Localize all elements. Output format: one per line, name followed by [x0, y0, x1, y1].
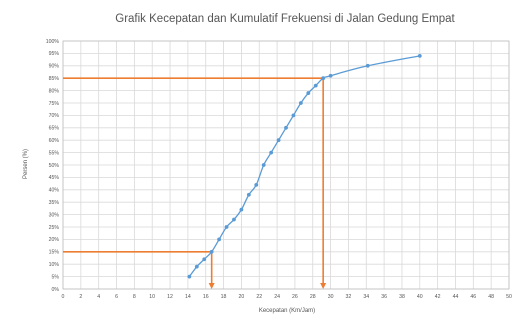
y-tick-label: 60%: [49, 138, 60, 144]
y-tick-label: 55%: [49, 150, 60, 156]
reference-arrow-icon: [208, 283, 215, 289]
series-line: [188, 55, 420, 277]
y-tick-label: 100%: [46, 39, 60, 45]
data-point: [313, 83, 318, 88]
data-point: [291, 113, 296, 118]
y-tick-label: 10%: [49, 262, 60, 268]
data-point: [202, 257, 207, 262]
data-point: [365, 63, 370, 68]
data-point: [194, 264, 199, 269]
y-axis-label: Persen (%): [23, 149, 29, 179]
reference-arrow-icon: [320, 283, 327, 289]
data-point: [209, 249, 214, 254]
x-tick-label: 14: [185, 294, 191, 300]
x-tick-label: 26: [292, 294, 298, 300]
data-point: [321, 76, 326, 81]
x-tick-label: 44: [453, 294, 459, 300]
data-point: [254, 182, 259, 187]
data-point: [298, 101, 303, 105]
data-point: [246, 192, 251, 197]
chart-title: Grafik Kecepatan dan Kumulatif Frekuensi…: [115, 13, 455, 25]
y-tick-label: 30%: [49, 212, 60, 218]
y-tick-label: 0%: [52, 287, 60, 293]
x-tick-label: 30: [328, 294, 334, 300]
x-tick-label: 36: [381, 294, 387, 300]
x-tick-label: 8: [133, 294, 136, 300]
y-tick-label: 5%: [52, 274, 60, 280]
data-point: [187, 274, 192, 279]
x-tick-label: 32: [346, 294, 352, 300]
y-tick-label: 25%: [49, 225, 60, 231]
y-tick-label: 15%: [49, 250, 60, 256]
x-tick-label: 40: [417, 294, 423, 300]
y-tick-label: 50%: [49, 163, 60, 169]
x-tick-label: 0: [62, 294, 65, 300]
reference-lines: [63, 77, 327, 289]
x-tick-label: 12: [167, 294, 173, 300]
y-tick-labels: 0% 5% 10% 15% 20% 25% 30% 35% 40% 45% 50% 55% 60% 65%…: [46, 39, 60, 293]
y-tick-label: 70%: [49, 113, 60, 119]
y-tick-label: 45%: [49, 175, 60, 181]
data-point: [217, 237, 222, 242]
data-point: [261, 163, 266, 167]
x-axis-label: Kecepatan (Km/Jam): [259, 308, 315, 314]
x-tick-label: 22: [256, 294, 262, 300]
data-point: [224, 225, 229, 229]
x-tick-label: 28: [310, 294, 316, 300]
y-tick-label: 35%: [49, 200, 60, 206]
x-tick-label: 10: [149, 294, 155, 300]
data-point: [269, 150, 274, 155]
y-tick-label: 65%: [49, 126, 60, 132]
y-tick-label: 90%: [49, 64, 60, 70]
series-layer: [187, 53, 422, 279]
y-tick-label: 75%: [49, 101, 60, 107]
x-tick-label: 18: [221, 294, 227, 300]
x-tick-labels: 0 2 4 6 8 10 12 14 16 18 20 22 24 26 28 30 32 34 36 38 40 42 4…: [62, 294, 512, 300]
x-tick-label: 16: [203, 294, 209, 300]
data-point: [239, 207, 244, 212]
x-tick-label: 48: [488, 294, 494, 300]
y-tick-label: 95%: [49, 51, 60, 57]
y-tick-label: 85%: [49, 76, 60, 82]
x-tick-label: 4: [97, 294, 100, 300]
data-point: [232, 217, 236, 222]
y-tick-label: 20%: [49, 237, 60, 243]
data-point: [306, 91, 311, 95]
x-tick-label: 46: [470, 294, 476, 300]
x-tick-label: 2: [79, 294, 82, 300]
y-tick-label: 40%: [49, 188, 60, 194]
x-tick-label: 38: [399, 294, 405, 300]
y-tick-label: 80%: [49, 88, 60, 94]
x-tick-label: 42: [435, 294, 441, 300]
x-tick-label: 50: [506, 294, 512, 300]
data-point: [328, 73, 333, 78]
data-point: [284, 125, 288, 130]
x-tick-label: 24: [274, 294, 280, 300]
data-point: [417, 53, 422, 58]
x-tick-label: 6: [115, 294, 118, 300]
x-tick-label: 34: [363, 294, 369, 300]
data-point: [276, 138, 281, 143]
plot-area-border: [62, 40, 510, 290]
x-tick-label: 20: [239, 294, 245, 300]
